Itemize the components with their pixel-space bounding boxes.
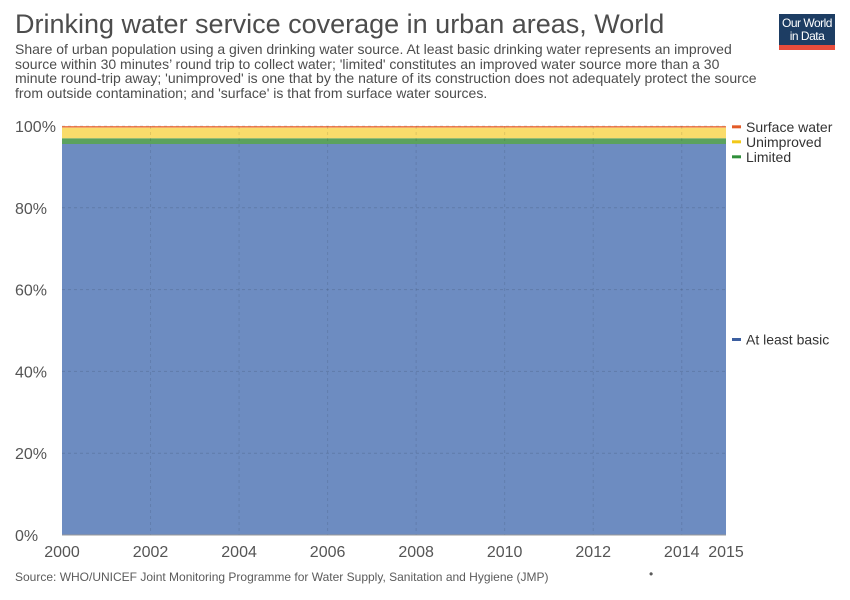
x-tick-label: 2008 bbox=[398, 544, 434, 561]
logo-line-1: Our World bbox=[782, 16, 832, 30]
area-unimproved bbox=[62, 127, 726, 139]
x-tick-label: 2015 bbox=[708, 544, 744, 561]
y-tick-label: 20% bbox=[15, 446, 47, 463]
source-note: Source: WHO/UNICEF Joint Monitoring Prog… bbox=[15, 570, 549, 584]
chart-subtitle: Share of urban population using a given … bbox=[15, 41, 757, 101]
x-tick-label: 2014 bbox=[664, 544, 700, 561]
area-surface-water bbox=[62, 126, 726, 128]
area-at-least-basic bbox=[62, 143, 726, 535]
x-tick-label: 2012 bbox=[575, 544, 611, 561]
x-tick-label: 2004 bbox=[221, 544, 257, 561]
x-tick-label: 2010 bbox=[487, 544, 523, 561]
y-tick-label: 0% bbox=[15, 528, 38, 545]
y-tick-label: 80% bbox=[15, 201, 47, 218]
logo-line-2: in Data bbox=[789, 29, 825, 43]
y-tick-label: 40% bbox=[15, 364, 47, 381]
chart-title: Drinking water service coverage in urban… bbox=[15, 9, 665, 39]
area-limited bbox=[62, 138, 726, 144]
legend-label-surface-water: Surface water bbox=[746, 119, 833, 135]
legend-label-limited: Limited bbox=[746, 149, 791, 165]
x-tick-label: 2002 bbox=[133, 544, 169, 561]
logo-accent-bar bbox=[779, 45, 835, 50]
x-tick-label: 2006 bbox=[310, 544, 346, 561]
y-tick-label: 60% bbox=[15, 283, 47, 300]
x-tick-label: 2000 bbox=[44, 544, 80, 561]
legend-label-at-least-basic: At least basic bbox=[746, 331, 829, 347]
y-tick-label: 100% bbox=[15, 119, 56, 136]
owid-logo[interactable]: Our World in Data bbox=[779, 14, 835, 50]
legend-label-unimproved: Unimproved bbox=[746, 134, 821, 150]
footer-dot: • bbox=[649, 567, 654, 581]
